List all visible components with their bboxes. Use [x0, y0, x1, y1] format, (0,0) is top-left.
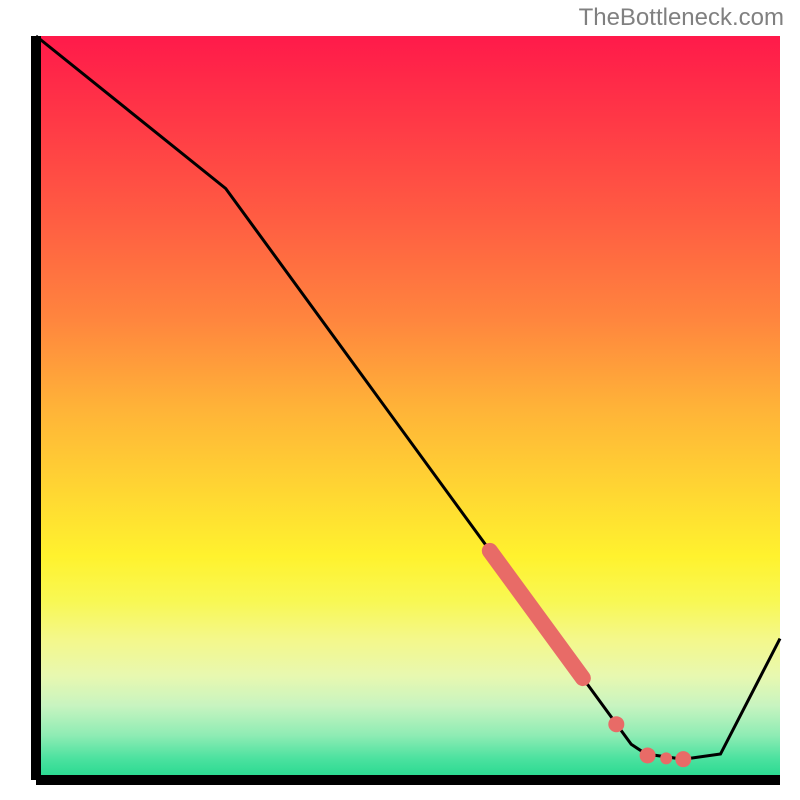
marker-dot	[660, 752, 672, 764]
bottleneck-chart	[0, 0, 800, 800]
marker-dot	[608, 716, 624, 732]
chart-container: TheBottleneck.com	[0, 0, 800, 800]
marker-dot	[640, 747, 656, 763]
plot-background	[36, 36, 780, 780]
marker-dot	[675, 751, 691, 767]
watermark-text: TheBottleneck.com	[579, 4, 784, 32]
